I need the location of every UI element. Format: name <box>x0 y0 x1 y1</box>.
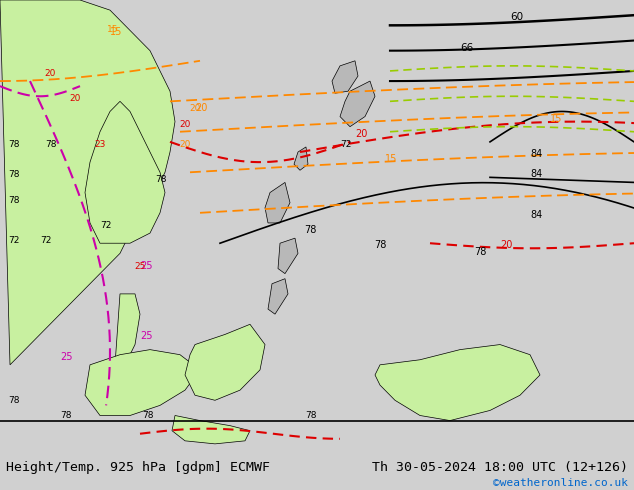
Text: 20: 20 <box>179 140 191 149</box>
Text: 78: 78 <box>45 140 56 149</box>
Text: 78: 78 <box>142 411 153 419</box>
Text: 78: 78 <box>155 175 167 184</box>
Text: 78: 78 <box>8 171 20 179</box>
Polygon shape <box>340 81 375 127</box>
Text: 78: 78 <box>374 240 386 250</box>
Text: 66: 66 <box>460 43 473 52</box>
Text: 15: 15 <box>107 25 119 34</box>
Text: 25: 25 <box>140 261 153 270</box>
Polygon shape <box>0 0 175 365</box>
Text: 78: 78 <box>305 411 316 419</box>
Text: 20: 20 <box>69 95 81 103</box>
Text: ©weatheronline.co.uk: ©weatheronline.co.uk <box>493 478 628 488</box>
Text: 20: 20 <box>44 69 56 78</box>
Text: 78: 78 <box>8 196 20 205</box>
Polygon shape <box>268 279 288 314</box>
Polygon shape <box>265 182 290 223</box>
Text: 78: 78 <box>304 225 316 235</box>
Polygon shape <box>85 350 200 416</box>
Text: 25: 25 <box>134 262 146 270</box>
Text: 84: 84 <box>530 210 542 220</box>
Text: 23: 23 <box>94 140 106 149</box>
Text: 72: 72 <box>100 221 112 230</box>
Polygon shape <box>278 238 298 273</box>
Text: 84: 84 <box>530 149 542 159</box>
Text: 20: 20 <box>190 104 201 114</box>
Polygon shape <box>332 61 358 93</box>
Polygon shape <box>185 324 265 400</box>
Text: 84: 84 <box>530 170 542 179</box>
Text: 78: 78 <box>8 396 20 405</box>
Polygon shape <box>294 147 308 170</box>
Text: 20: 20 <box>179 120 191 129</box>
Text: 25: 25 <box>140 332 153 342</box>
Text: 20: 20 <box>195 103 207 114</box>
Text: 60: 60 <box>510 12 523 22</box>
Text: 78: 78 <box>60 411 72 419</box>
Text: 72: 72 <box>8 236 20 245</box>
Text: 20: 20 <box>355 129 367 139</box>
Text: 15: 15 <box>550 114 562 123</box>
Text: 78: 78 <box>8 140 20 149</box>
Text: Th 30-05-2024 18:00 UTC (12+126): Th 30-05-2024 18:00 UTC (12+126) <box>372 462 628 474</box>
Text: 72: 72 <box>340 140 351 149</box>
Text: 15: 15 <box>110 27 122 37</box>
Polygon shape <box>85 101 165 243</box>
Polygon shape <box>110 294 140 395</box>
Text: 25: 25 <box>60 352 72 362</box>
Text: 78: 78 <box>474 247 486 257</box>
Polygon shape <box>172 416 250 444</box>
Text: Height/Temp. 925 hPa [gdpm] ECMWF: Height/Temp. 925 hPa [gdpm] ECMWF <box>6 462 270 474</box>
Polygon shape <box>375 344 540 420</box>
Text: 72: 72 <box>40 236 51 245</box>
Text: 20: 20 <box>500 240 512 250</box>
Text: 15: 15 <box>385 154 398 164</box>
